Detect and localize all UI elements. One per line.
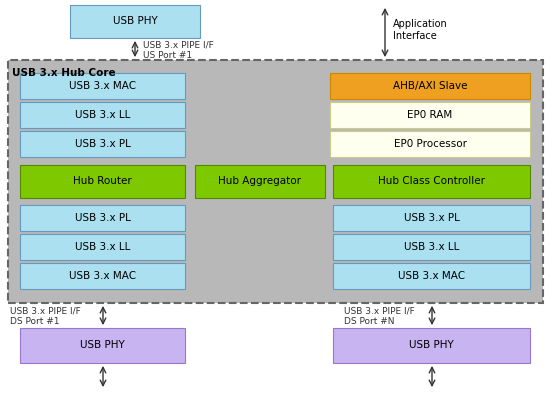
FancyBboxPatch shape (333, 328, 530, 363)
Text: USB 3.x PL: USB 3.x PL (404, 213, 460, 223)
Text: Hub Router: Hub Router (73, 177, 132, 186)
Text: USB 3.x MAC: USB 3.x MAC (398, 271, 465, 281)
FancyBboxPatch shape (333, 234, 530, 260)
FancyBboxPatch shape (20, 234, 185, 260)
Text: Hub Aggregator: Hub Aggregator (218, 177, 301, 186)
Text: Hub Class Controller: Hub Class Controller (378, 177, 485, 186)
Text: USB 3.x PIPE I/F
US Port #1: USB 3.x PIPE I/F US Port #1 (143, 40, 214, 60)
FancyBboxPatch shape (330, 131, 530, 157)
Text: USB 3.x PIPE I/F
DS Port #1: USB 3.x PIPE I/F DS Port #1 (10, 306, 81, 326)
FancyBboxPatch shape (333, 263, 530, 289)
Text: EP0 Processor: EP0 Processor (394, 139, 467, 149)
Text: USB 3.x PIPE I/F
DS Port #N: USB 3.x PIPE I/F DS Port #N (344, 306, 415, 326)
Text: USB 3.x MAC: USB 3.x MAC (69, 271, 136, 281)
Text: USB 3.x LL: USB 3.x LL (75, 110, 130, 120)
FancyBboxPatch shape (333, 205, 530, 231)
FancyBboxPatch shape (195, 165, 325, 198)
FancyBboxPatch shape (330, 102, 530, 128)
Text: EP0 RAM: EP0 RAM (408, 110, 452, 120)
FancyBboxPatch shape (333, 165, 530, 198)
FancyBboxPatch shape (70, 5, 200, 38)
FancyBboxPatch shape (20, 131, 185, 157)
Text: USB 3.x PL: USB 3.x PL (75, 139, 131, 149)
Text: Application
Interface: Application Interface (393, 19, 448, 41)
FancyBboxPatch shape (8, 60, 543, 303)
FancyBboxPatch shape (20, 328, 185, 363)
Text: USB PHY: USB PHY (113, 17, 158, 26)
Text: USB 3.x LL: USB 3.x LL (404, 242, 459, 252)
Text: USB 3.x Hub Core: USB 3.x Hub Core (12, 68, 116, 78)
FancyBboxPatch shape (20, 205, 185, 231)
Text: USB 3.x LL: USB 3.x LL (75, 242, 130, 252)
Text: AHB/AXI Slave: AHB/AXI Slave (393, 81, 467, 91)
Text: USB PHY: USB PHY (409, 340, 454, 351)
FancyBboxPatch shape (20, 102, 185, 128)
Text: USB 3.x MAC: USB 3.x MAC (69, 81, 136, 91)
Text: USB PHY: USB PHY (80, 340, 125, 351)
FancyBboxPatch shape (20, 263, 185, 289)
FancyBboxPatch shape (20, 73, 185, 99)
FancyBboxPatch shape (20, 165, 185, 198)
FancyBboxPatch shape (330, 73, 530, 99)
Text: USB 3.x PL: USB 3.x PL (75, 213, 131, 223)
